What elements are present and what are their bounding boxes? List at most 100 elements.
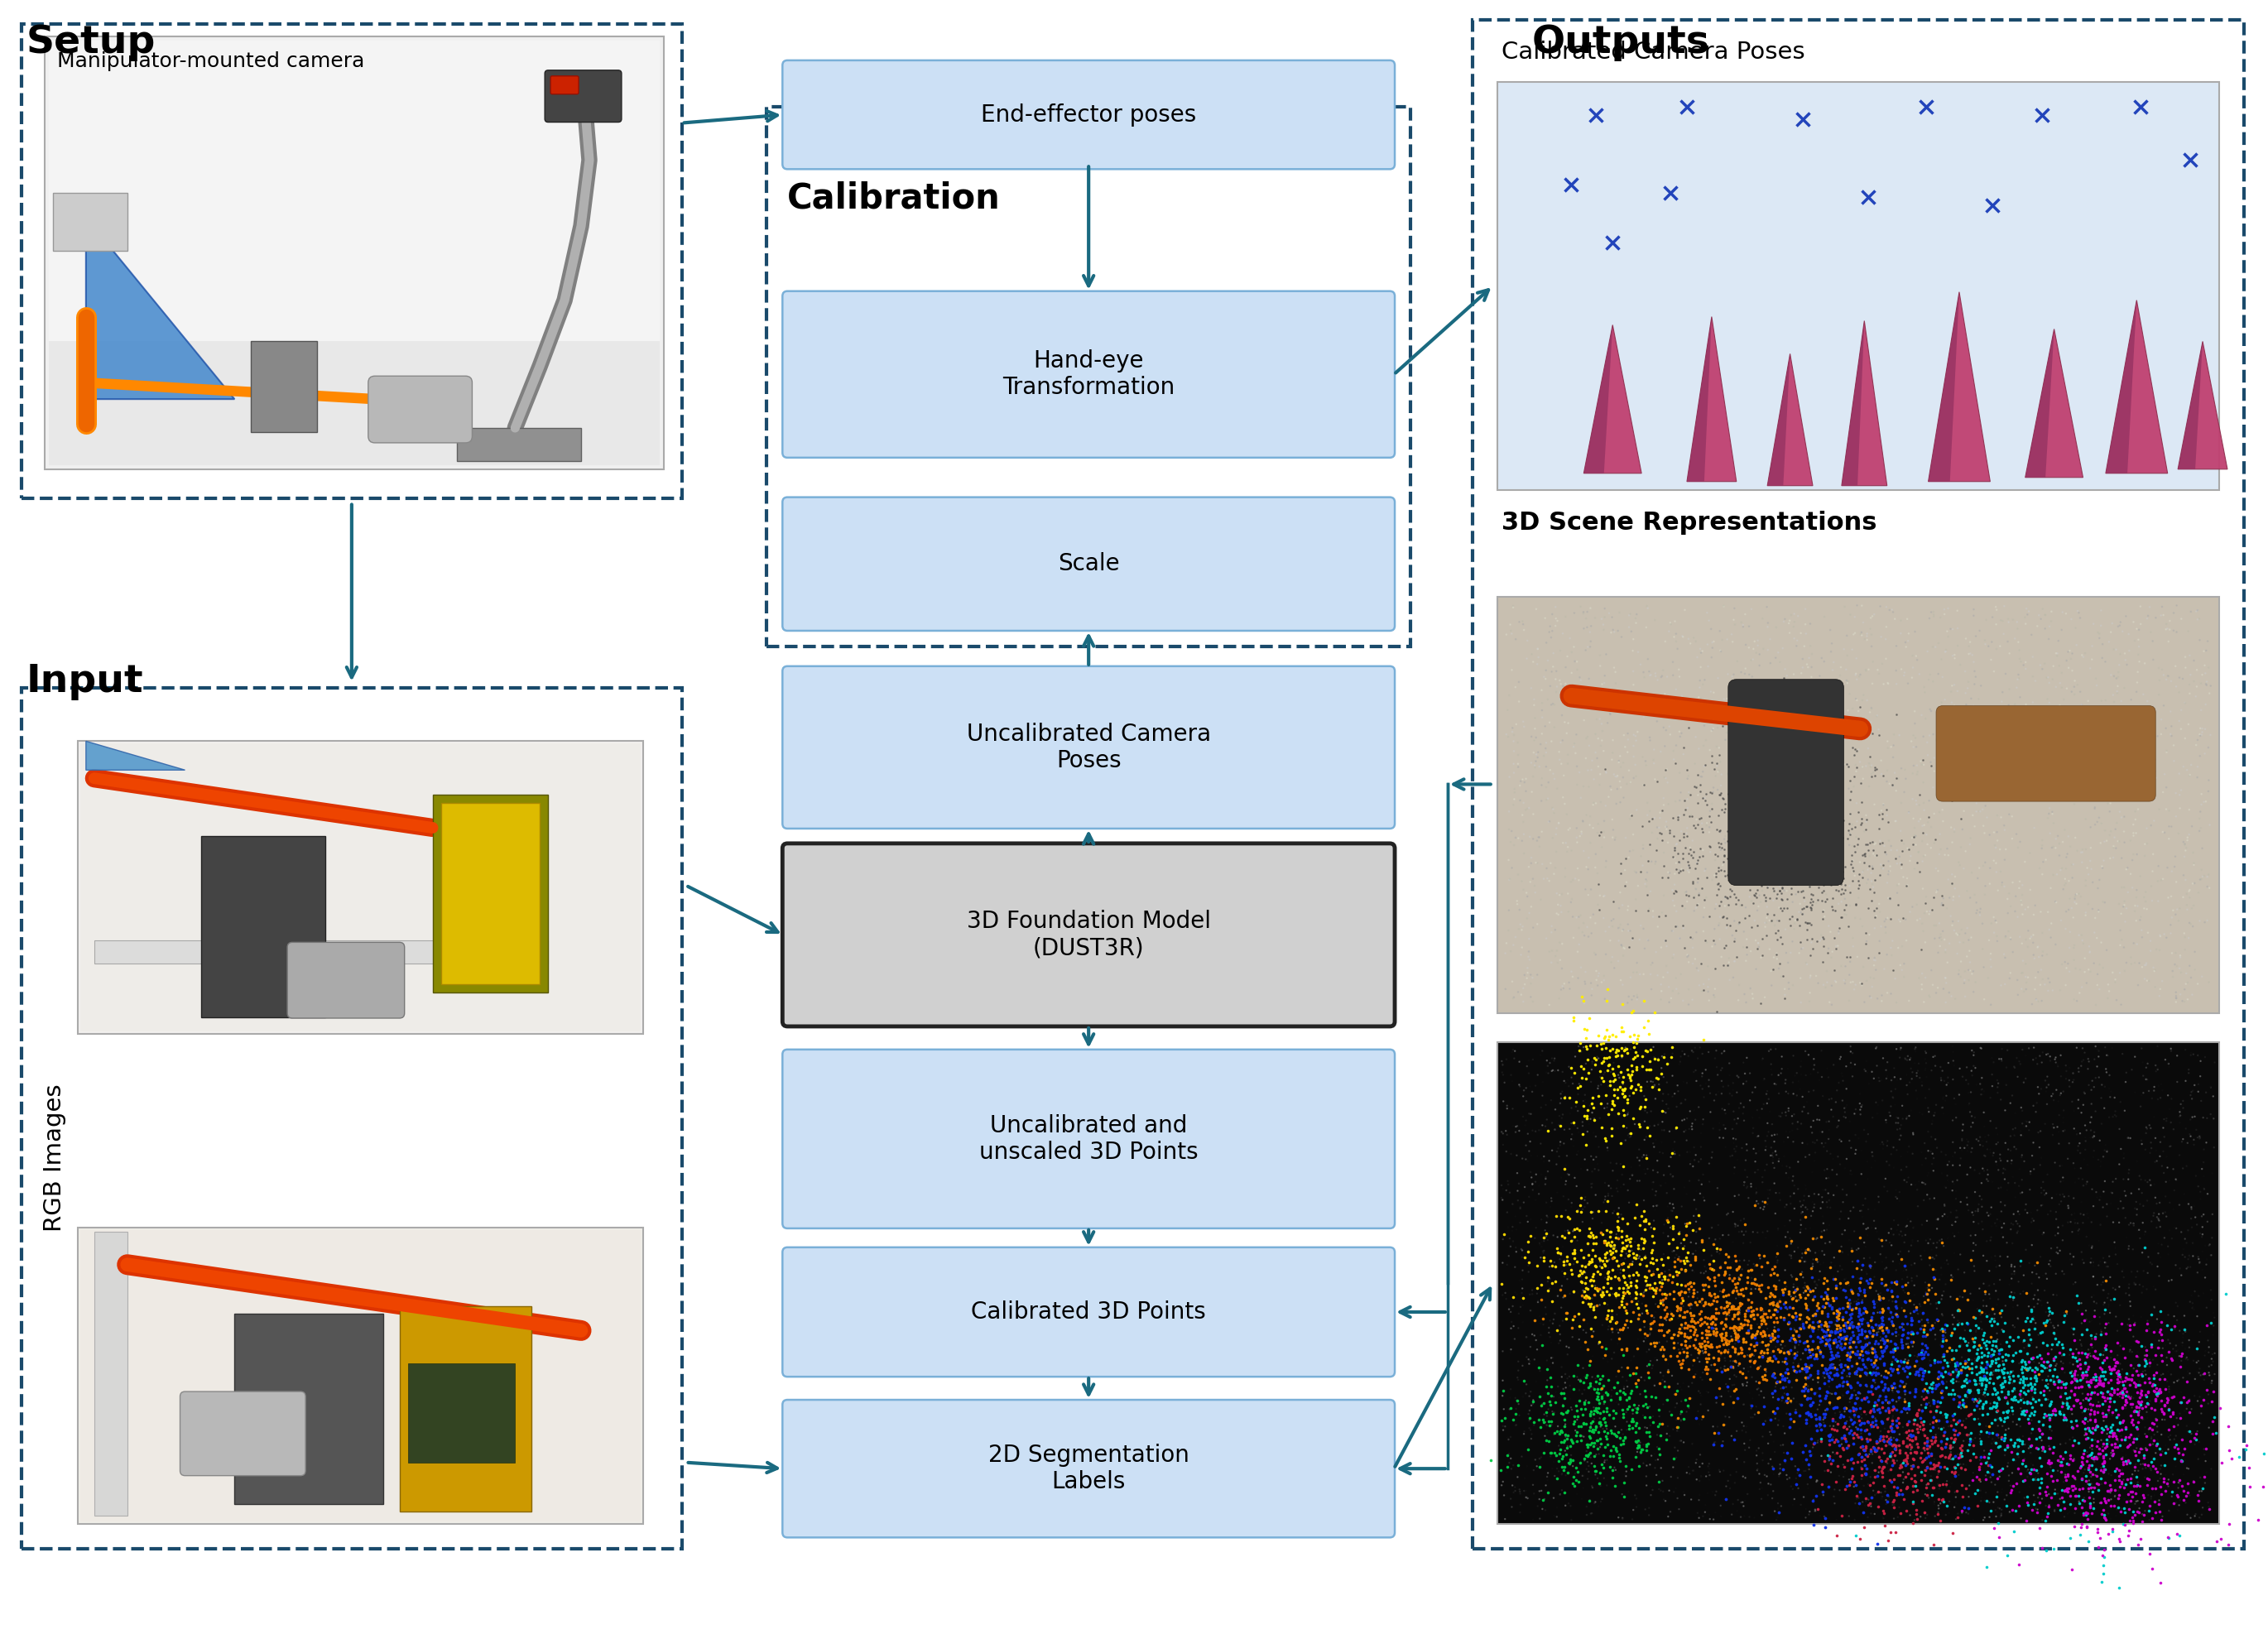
Point bbox=[2130, 1465, 2166, 1491]
Point bbox=[1597, 670, 1633, 697]
Point bbox=[1774, 1111, 1810, 1137]
Point bbox=[1944, 949, 1980, 975]
Point bbox=[1492, 764, 1529, 790]
Point bbox=[1672, 1395, 1708, 1421]
Point bbox=[2102, 1116, 2139, 1142]
Point bbox=[2075, 1446, 2112, 1472]
Point bbox=[1690, 1280, 1726, 1306]
Point bbox=[2057, 1447, 2093, 1473]
Point bbox=[2141, 1241, 2177, 1267]
Point bbox=[1855, 1264, 1892, 1290]
Point bbox=[1848, 621, 1885, 647]
Point bbox=[1989, 1072, 2025, 1098]
Point bbox=[1597, 1264, 1633, 1290]
Point bbox=[1715, 1229, 1751, 1255]
Point bbox=[2184, 964, 2220, 990]
Point bbox=[1567, 1193, 1603, 1219]
Point bbox=[1848, 710, 1885, 736]
Point bbox=[1903, 1439, 1939, 1465]
Point bbox=[1864, 1362, 1901, 1388]
Point bbox=[2198, 1419, 2234, 1446]
Point bbox=[1635, 1131, 1672, 1157]
Point bbox=[1980, 1326, 2016, 1352]
Point bbox=[1583, 1031, 1619, 1057]
Point bbox=[2057, 1269, 2093, 1295]
Point bbox=[2055, 1513, 2091, 1539]
Point bbox=[1898, 1403, 1935, 1429]
Point bbox=[1733, 938, 1769, 964]
Point bbox=[1712, 1254, 1749, 1280]
Point bbox=[1948, 1475, 1984, 1501]
Point bbox=[1996, 1328, 2032, 1354]
Point bbox=[1950, 1134, 1987, 1160]
Point bbox=[1828, 1314, 1864, 1341]
Point bbox=[1717, 1375, 1753, 1401]
Point bbox=[1885, 1483, 1921, 1510]
Point bbox=[2000, 1049, 2037, 1075]
Point bbox=[1542, 1429, 1579, 1455]
Point bbox=[1653, 877, 1690, 903]
Point bbox=[1565, 983, 1601, 1010]
Point bbox=[1660, 1221, 1696, 1247]
Point bbox=[1710, 1244, 1746, 1270]
Point bbox=[2048, 1390, 2084, 1416]
Point bbox=[2057, 726, 2093, 752]
Point bbox=[2107, 1395, 2143, 1421]
Point bbox=[1535, 1351, 1572, 1377]
Point bbox=[1873, 1303, 1910, 1329]
Point bbox=[2155, 1383, 2191, 1410]
Point bbox=[1590, 1382, 1626, 1408]
Point bbox=[1996, 1446, 2032, 1472]
Point bbox=[2068, 1298, 2105, 1324]
Point bbox=[1594, 1432, 1631, 1459]
Point bbox=[1554, 1095, 1590, 1121]
Point bbox=[2164, 1155, 2200, 1182]
Point bbox=[2125, 1482, 2161, 1508]
Point bbox=[1556, 1218, 1592, 1244]
Point bbox=[2046, 872, 2082, 898]
Point bbox=[1960, 1128, 1996, 1154]
Point bbox=[1860, 1310, 1896, 1336]
Point bbox=[1794, 1314, 1830, 1341]
Point bbox=[1579, 1413, 1615, 1439]
Point bbox=[1930, 1478, 1966, 1505]
Point bbox=[2161, 708, 2198, 734]
Point bbox=[2157, 854, 2193, 880]
Point bbox=[2025, 967, 2062, 993]
Point bbox=[1538, 665, 1574, 692]
Point bbox=[1996, 1054, 2032, 1080]
Point bbox=[1808, 888, 1844, 915]
Point bbox=[1540, 1239, 1576, 1265]
Point bbox=[1787, 1364, 1823, 1390]
Point bbox=[2068, 1152, 2105, 1178]
Point bbox=[1513, 893, 1549, 919]
Point bbox=[2062, 1367, 2098, 1393]
Point bbox=[2112, 772, 2148, 798]
Point bbox=[1955, 1428, 1991, 1454]
Point bbox=[1805, 1313, 1842, 1339]
Point bbox=[2105, 1383, 2141, 1410]
Point bbox=[1767, 877, 1803, 903]
Point bbox=[1878, 765, 1914, 792]
Point bbox=[1932, 1267, 1969, 1293]
Point bbox=[2136, 1388, 2173, 1414]
Point bbox=[1873, 1483, 1910, 1510]
Point bbox=[2023, 1357, 2059, 1383]
Point bbox=[1656, 880, 1692, 906]
Point bbox=[2014, 1377, 2050, 1403]
Point bbox=[2105, 1378, 2141, 1405]
Point bbox=[2048, 856, 2084, 882]
Point bbox=[2075, 1193, 2112, 1219]
Point bbox=[2150, 664, 2186, 690]
Point bbox=[1991, 918, 2028, 944]
Point bbox=[1871, 597, 1907, 623]
Point bbox=[1864, 1426, 1901, 1452]
Point bbox=[1774, 1323, 1810, 1349]
Point bbox=[1742, 775, 1778, 801]
Point bbox=[1846, 610, 1882, 636]
Point bbox=[1651, 860, 1687, 887]
Point bbox=[1876, 1491, 1912, 1518]
Point bbox=[2055, 947, 2091, 974]
Point bbox=[1681, 1346, 1717, 1372]
Point bbox=[1576, 1105, 1613, 1131]
